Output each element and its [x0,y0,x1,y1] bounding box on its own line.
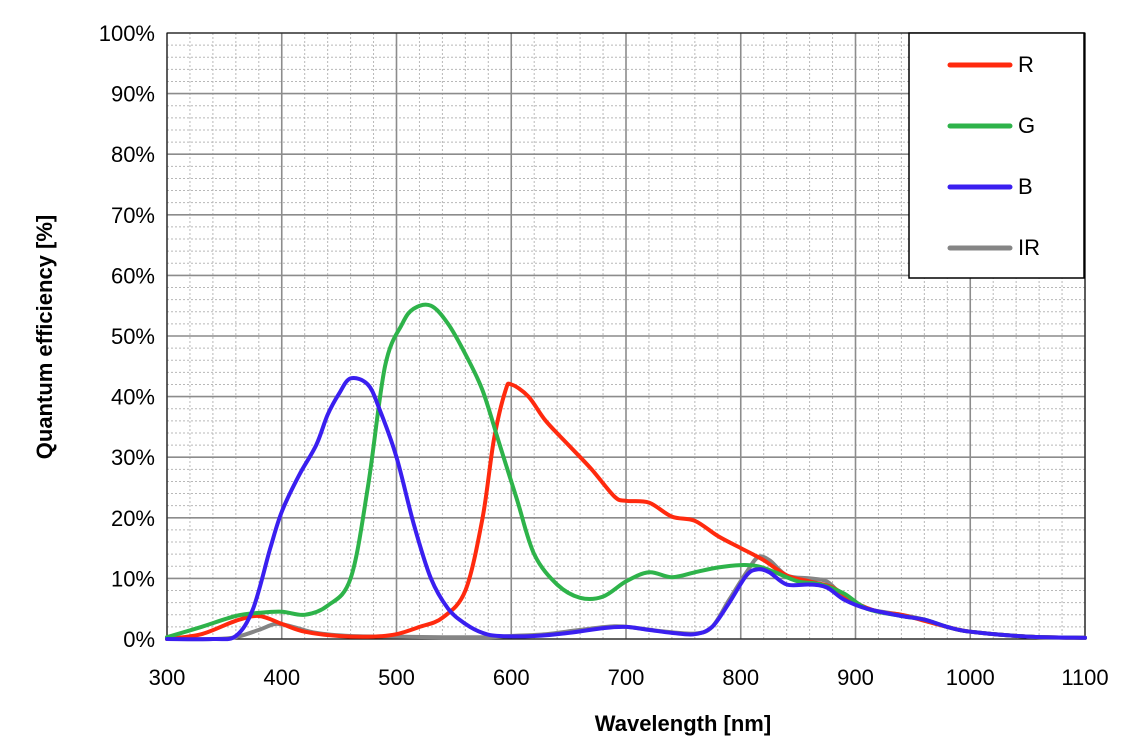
legend-label-b: B [1018,174,1033,199]
x-tick-label: 1000 [946,665,995,690]
x-tick-label: 600 [493,665,530,690]
y-tick-label: 0% [123,627,155,652]
y-tick-label: 70% [111,203,155,228]
y-axis-title: Quantum efficiency [%] [32,215,57,459]
x-tick-label: 900 [837,665,874,690]
y-tick-label: 50% [111,324,155,349]
x-tick-label: 800 [722,665,759,690]
y-axis-ticks: 0% 10% 20% 30% 40% 50% 60% 70% 80% 90% 100% [99,21,155,652]
x-tick-label: 300 [149,665,186,690]
legend: R G B IR [908,32,1085,279]
x-axis-title: Wavelength [nm] [595,711,771,736]
y-tick-label: 80% [111,142,155,167]
y-tick-label: 90% [111,82,155,107]
y-tick-label: 30% [111,445,155,470]
y-tick-label: 10% [111,566,155,591]
legend-label-r: R [1018,52,1034,77]
series-layer [165,302,1087,642]
series-line-g [165,302,1087,640]
x-tick-label: 500 [378,665,415,690]
legend-label-ir: IR [1018,235,1040,260]
x-tick-label: 400 [263,665,300,690]
y-tick-label: 60% [111,263,155,288]
series-line-b [165,376,1087,642]
legend-box [908,32,1085,279]
y-tick-label: 20% [111,506,155,531]
x-tick-label: 700 [608,665,645,690]
y-tick-label: 40% [111,385,155,410]
y-tick-label: 100% [99,21,155,46]
plot-frame [166,32,1086,640]
legend-label-g: G [1018,113,1035,138]
x-tick-label: 1100 [1061,665,1108,690]
x-axis-ticks: 300 400 500 600 700 800 900 1000 1100 [149,665,1109,690]
